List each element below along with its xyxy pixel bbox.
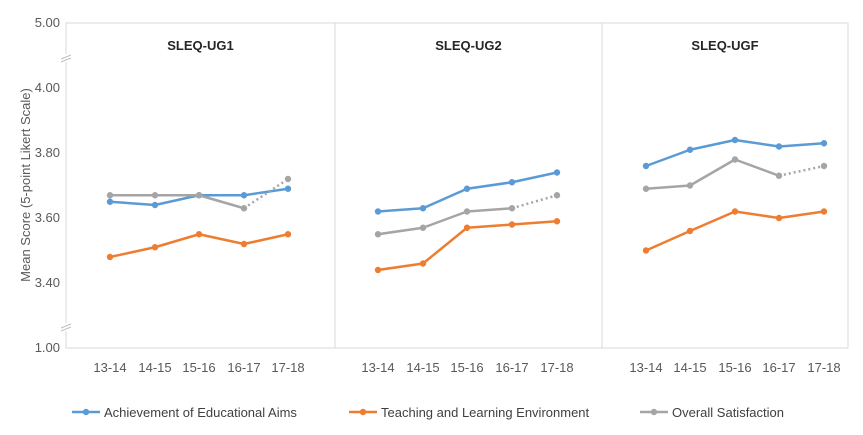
data-point <box>553 169 561 176</box>
data-point <box>820 208 828 215</box>
data-point <box>731 136 739 144</box>
data-point <box>151 244 159 251</box>
data-point <box>374 231 382 238</box>
data-point <box>240 240 248 248</box>
y-tick-label: 3.60 <box>35 210 60 225</box>
data-point <box>463 185 471 192</box>
x-tick-label: 14-15 <box>138 360 171 375</box>
data-point <box>374 266 382 274</box>
x-tick-label: 17-18 <box>807 360 840 375</box>
data-point <box>553 192 561 199</box>
series-line-achievement-of-educational-aims <box>377 171 558 213</box>
data-point <box>106 253 114 261</box>
x-tick-label: 16-17 <box>495 360 528 375</box>
data-point <box>731 208 739 215</box>
x-tick-label: 13-14 <box>629 360 662 375</box>
axis-break-mark <box>60 54 72 60</box>
data-point <box>642 185 650 192</box>
x-tick-label: 15-16 <box>450 360 483 375</box>
data-point <box>775 172 783 179</box>
x-tick-label: 16-17 <box>762 360 795 375</box>
x-tick-label: 17-18 <box>540 360 573 375</box>
series-line-dotted-segment <box>243 177 289 210</box>
series-line-overall-satisfaction <box>110 194 245 210</box>
panel-title: SLEQ-UG1 <box>167 38 233 53</box>
panel-title: SLEQ-UG2 <box>435 38 501 53</box>
data-point <box>195 192 203 199</box>
x-tick-label: 14-15 <box>673 360 706 375</box>
data-point <box>374 208 382 215</box>
data-point <box>820 162 828 170</box>
legend-marker <box>359 408 367 416</box>
data-point <box>106 198 114 205</box>
y-tick-label: 3.40 <box>35 275 60 290</box>
series-line-overall-satisfaction <box>645 158 780 190</box>
axis-break-mark <box>60 326 72 332</box>
y-tick-label: 1.00 <box>35 340 60 355</box>
data-point <box>642 162 650 170</box>
data-point <box>284 231 292 238</box>
data-point <box>553 218 561 225</box>
y-tick-label: 4.00 <box>35 80 60 95</box>
data-point <box>106 192 114 199</box>
data-point <box>240 192 248 199</box>
x-tick-label: 13-14 <box>361 360 394 375</box>
x-tick-label: 15-16 <box>182 360 215 375</box>
plot-area-border <box>65 22 849 349</box>
legend-label: Overall Satisfaction <box>672 405 784 420</box>
data-point <box>151 201 159 209</box>
data-point <box>508 179 516 186</box>
series-line-teaching-and-learning-environment <box>645 210 825 252</box>
data-point <box>731 156 739 163</box>
legend-marker <box>650 408 658 416</box>
x-tick-label: 14-15 <box>406 360 439 375</box>
data-point <box>240 205 248 212</box>
data-point <box>419 224 427 231</box>
y-axis-title: Mean Score (5-point Likert Scale) <box>18 88 33 282</box>
series-line-dotted-segment <box>778 164 825 177</box>
axis-break-mask <box>62 54 70 62</box>
data-point <box>463 224 471 231</box>
y-tick-label: 5.00 <box>35 15 60 30</box>
x-tick-label: 15-16 <box>718 360 751 375</box>
series-line-overall-satisfaction <box>377 207 513 236</box>
x-tick-label: 17-18 <box>271 360 304 375</box>
legend-label: Achievement of Educational Aims <box>104 405 297 420</box>
x-tick-label: 16-17 <box>227 360 260 375</box>
data-point <box>151 192 159 199</box>
axis-break-mark <box>60 57 72 63</box>
data-point <box>686 146 694 153</box>
data-point <box>775 143 783 150</box>
data-point <box>195 231 203 238</box>
panel-title: SLEQ-UGF <box>691 38 758 53</box>
data-point <box>508 205 516 212</box>
data-point <box>419 205 427 212</box>
data-point <box>284 185 292 192</box>
data-point <box>686 227 694 235</box>
data-point <box>508 221 516 228</box>
series-line-teaching-and-learning-environment <box>109 233 289 259</box>
data-point <box>642 247 650 254</box>
x-tick-label: 13-14 <box>93 360 126 375</box>
axis-break-mark <box>60 323 72 329</box>
y-tick-label: 3.80 <box>35 145 60 160</box>
data-point <box>775 214 783 222</box>
data-point <box>820 140 828 147</box>
data-point <box>463 208 471 215</box>
axis-break-mask <box>62 323 70 331</box>
data-point <box>686 182 694 189</box>
series-line-dotted-segment <box>511 194 558 210</box>
data-point <box>284 175 292 183</box>
legend-marker <box>82 408 90 416</box>
legend-label: Teaching and Learning Environment <box>381 405 590 420</box>
data-point <box>419 260 427 267</box>
